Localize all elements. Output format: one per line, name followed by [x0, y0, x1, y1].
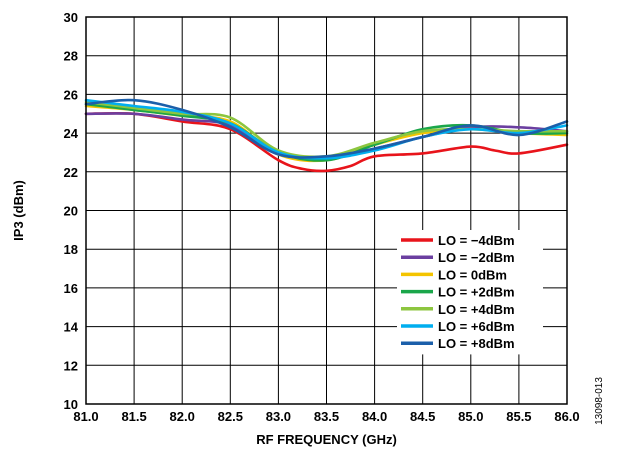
series-line-6 [84, 98, 569, 159]
legend: LO = −4dBm LO = −2dBm LO = 0dBm LO = +2dBm L… [397, 230, 543, 355]
y-tick-label: 24 [64, 126, 79, 141]
legend-label: LO = −2dBm [438, 250, 515, 265]
y-axis-ticks: 10 12 14 16 18 20 22 24 26 28 30 [64, 10, 79, 412]
x-tick-label: 82.0 [170, 409, 195, 424]
y-tick-label: 28 [64, 49, 78, 64]
x-tick-label: 85.0 [458, 409, 483, 424]
y-axis-title: IP3 (dBm) [11, 180, 26, 241]
y-tick-label: 20 [64, 204, 78, 219]
y-tick-label: 16 [64, 281, 78, 296]
legend-label: LO = +2dBm [438, 285, 515, 300]
y-tick-label: 10 [64, 397, 78, 412]
series-line-5 [84, 98, 569, 160]
x-axis-ticks: 81.0 81.5 82.0 82.5 83.0 83.5 84.0 84.5 85.0 85.5… [73, 409, 579, 424]
x-tick-label: 81.5 [121, 409, 146, 424]
series-lines [84, 98, 569, 173]
y-tick-label: 30 [64, 10, 78, 25]
x-axis-title: RF FREQUENCY (GHz) [256, 432, 397, 447]
plot-frame [85, 16, 568, 405]
y-tick-label: 26 [64, 87, 78, 102]
x-tick-label: 81.0 [73, 409, 98, 424]
legend-label: LO = +8dBm [438, 336, 515, 351]
y-tick-label: 12 [64, 358, 78, 373]
y-tick-label: 18 [64, 242, 78, 257]
legend-label: LO = 0dBm [438, 267, 507, 282]
x-tick-label: 85.5 [506, 409, 531, 424]
x-tick-label: 86.0 [554, 409, 579, 424]
x-tick-label: 83.5 [314, 409, 339, 424]
x-tick-label: 83.0 [266, 409, 291, 424]
legend-label: LO = −4dBm [438, 233, 515, 248]
x-tick-label: 84.5 [410, 409, 435, 424]
x-tick-label: 84.0 [362, 409, 387, 424]
legend-label: LO = +4dBm [438, 302, 515, 317]
series-line-0 [84, 111, 569, 173]
figure-id: 13098-013 [594, 377, 605, 425]
y-tick-label: 14 [64, 320, 79, 335]
y-tick-label: 22 [64, 165, 78, 180]
legend-label: LO = +6dBm [438, 319, 515, 334]
x-tick-label: 82.5 [218, 409, 243, 424]
